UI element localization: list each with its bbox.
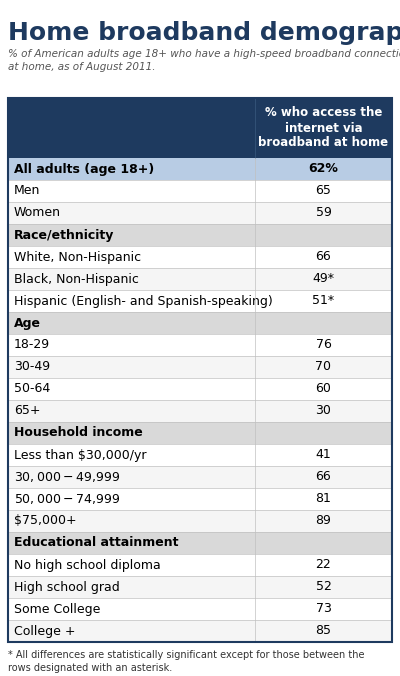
FancyBboxPatch shape (8, 554, 392, 576)
Text: 18-29: 18-29 (14, 339, 50, 352)
FancyBboxPatch shape (8, 400, 392, 422)
Text: All adults (age 18+): All adults (age 18+) (14, 162, 154, 176)
FancyBboxPatch shape (8, 202, 392, 224)
Text: Hispanic (English- and Spanish-speaking): Hispanic (English- and Spanish-speaking) (14, 295, 273, 308)
Text: Age: Age (14, 316, 41, 329)
Text: $50,000-$74,999: $50,000-$74,999 (14, 492, 120, 506)
Text: College +: College + (14, 625, 76, 637)
Text: Less than $30,000/yr: Less than $30,000/yr (14, 448, 146, 462)
Text: $75,000+: $75,000+ (14, 514, 77, 527)
FancyBboxPatch shape (8, 356, 392, 378)
FancyBboxPatch shape (8, 334, 392, 356)
Text: 81: 81 (316, 493, 332, 506)
FancyBboxPatch shape (8, 422, 392, 444)
Text: 30-49: 30-49 (14, 360, 50, 374)
Text: 65: 65 (316, 185, 332, 197)
Text: 73: 73 (316, 602, 332, 616)
FancyBboxPatch shape (8, 576, 392, 598)
FancyBboxPatch shape (8, 312, 392, 334)
Text: 66: 66 (316, 470, 331, 483)
Text: 60: 60 (316, 383, 332, 395)
Text: 49*: 49* (312, 272, 334, 285)
Text: 85: 85 (316, 625, 332, 637)
FancyBboxPatch shape (8, 246, 392, 268)
FancyBboxPatch shape (8, 620, 392, 642)
Text: No high school diploma: No high school diploma (14, 558, 161, 571)
Text: 89: 89 (316, 514, 332, 527)
Text: 66: 66 (316, 251, 331, 264)
Text: 76: 76 (316, 339, 332, 352)
FancyBboxPatch shape (8, 180, 392, 202)
Text: Race/ethnicity: Race/ethnicity (14, 228, 114, 241)
Text: 22: 22 (316, 558, 331, 571)
FancyBboxPatch shape (8, 224, 392, 246)
Text: $30,000-$49,999: $30,000-$49,999 (14, 470, 120, 484)
Text: 70: 70 (316, 360, 332, 374)
Text: * All differences are statistically significant except for those between the
row: * All differences are statistically sign… (8, 650, 364, 673)
FancyBboxPatch shape (8, 268, 392, 290)
Text: Home broadband demographics: Home broadband demographics (8, 21, 400, 45)
FancyBboxPatch shape (8, 444, 392, 466)
FancyBboxPatch shape (8, 98, 392, 158)
FancyBboxPatch shape (8, 598, 392, 620)
Text: 65+: 65+ (14, 404, 40, 418)
FancyBboxPatch shape (8, 532, 392, 554)
Text: Women: Women (14, 206, 61, 220)
FancyBboxPatch shape (8, 466, 392, 488)
FancyBboxPatch shape (8, 488, 392, 510)
Text: 30: 30 (316, 404, 332, 418)
FancyBboxPatch shape (8, 378, 392, 400)
Text: Some College: Some College (14, 602, 100, 616)
Text: High school grad: High school grad (14, 581, 120, 594)
Text: % of American adults age 18+ who have a high-speed broadband connection
at home,: % of American adults age 18+ who have a … (8, 49, 400, 72)
Text: Household income: Household income (14, 427, 143, 439)
Text: 52: 52 (316, 581, 332, 594)
Text: 62%: 62% (308, 162, 338, 176)
Text: Educational attainment: Educational attainment (14, 537, 178, 550)
Text: % who access the
internet via
broadband at home: % who access the internet via broadband … (258, 107, 388, 149)
FancyBboxPatch shape (8, 510, 392, 532)
Text: Black, Non-Hispanic: Black, Non-Hispanic (14, 272, 139, 285)
FancyBboxPatch shape (8, 290, 392, 312)
Text: 41: 41 (316, 448, 331, 462)
Text: White, Non-Hispanic: White, Non-Hispanic (14, 251, 141, 264)
Text: 59: 59 (316, 206, 332, 220)
FancyBboxPatch shape (8, 158, 392, 180)
Text: 50-64: 50-64 (14, 383, 50, 395)
Text: Men: Men (14, 185, 40, 197)
Text: 51*: 51* (312, 295, 334, 308)
